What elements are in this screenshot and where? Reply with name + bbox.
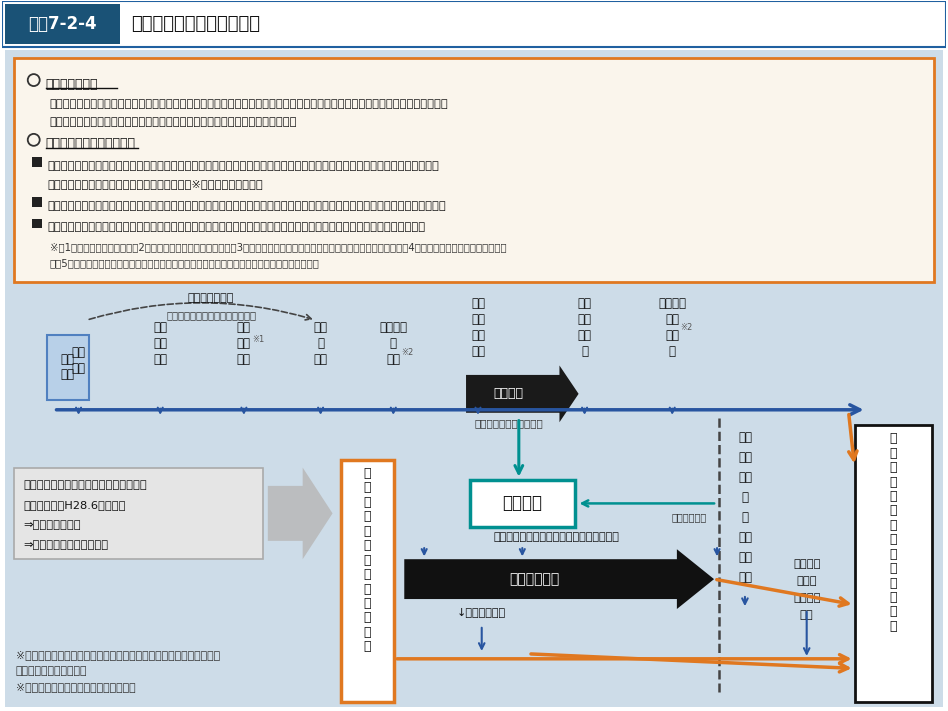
Text: ⇒医療事故の判断: ⇒医療事故の判断: [24, 520, 82, 530]
Text: 院内での死亡事例を遺漏なく把握できる: 院内での死亡事例を遺漏なく把握できる: [24, 481, 148, 491]
Text: 図表7-2-4: 図表7-2-4: [28, 16, 97, 33]
FancyBboxPatch shape: [2, 1, 946, 47]
Polygon shape: [267, 468, 333, 559]
Text: 止: 止: [889, 490, 897, 503]
Text: 及び: 及び: [738, 471, 752, 484]
Text: 支: 支: [364, 568, 372, 581]
Text: ※2: ※2: [681, 323, 692, 332]
Text: への: への: [738, 531, 752, 544]
Text: 再: 再: [889, 432, 897, 445]
Polygon shape: [466, 365, 578, 422]
Text: タ: タ: [364, 626, 372, 639]
Text: 発: 発: [889, 447, 897, 459]
FancyBboxPatch shape: [14, 58, 934, 282]
Text: 遺族
へ
説明: 遺族 へ 説明: [314, 321, 328, 366]
Text: 医療: 医療: [738, 431, 752, 444]
Text: の: の: [889, 461, 897, 474]
Text: 院内調査: 院内調査: [494, 387, 524, 400]
Text: 対象となる医療事故は、「医療機関に勤務する医療従事者が提供した医療に起因し、又は起因すると疑われる死亡又は死産であっ: 対象となる医療事故は、「医療機関に勤務する医療従事者が提供した医療に起因し、又は…: [49, 99, 448, 109]
FancyBboxPatch shape: [31, 157, 42, 167]
Text: ※1: ※1: [252, 335, 264, 344]
Text: 医療
事故
調査
開始: 医療 事故 調査 開始: [471, 297, 485, 358]
Text: 医療事故調査制度の仕組み: 医療事故調査制度の仕組み: [132, 16, 261, 33]
Text: 医療
機関: 医療 機関: [71, 346, 85, 375]
Text: 防: 防: [889, 476, 897, 488]
Text: 故: 故: [364, 510, 372, 523]
FancyBboxPatch shape: [854, 424, 932, 702]
Text: 収集した: 収集した: [793, 559, 820, 570]
Text: （業務委託）: （業務委託）: [671, 513, 707, 523]
FancyBboxPatch shape: [31, 218, 42, 228]
Text: て、当該医療機関の管理者がその死亡又は死産を予期しなかったもの」である。: て、当該医療機関の管理者がその死亡又は死産を予期しなかったもの」である。: [49, 117, 297, 127]
Text: 情報の: 情報の: [796, 576, 817, 586]
Text: 対象となる医療事故が発生した場合、医療機関は、遺族への説明、第三者機関へ報告、必要な調査の実施、調査結果について遺: 対象となる医療事故が発生した場合、医療機関は、遺族への説明、第三者機関へ報告、必…: [47, 161, 440, 171]
Text: センターは、医療機関が行った調査結果の報告に係る整理・分析を行い、医療事故の再発の防止に関する普及啓発を行う。: センターは、医療機関が行った調査結果の報告に係る整理・分析を行い、医療事故の再発…: [47, 223, 426, 232]
Text: す: す: [889, 533, 897, 546]
Text: ・: ・: [364, 554, 372, 567]
Text: 体制を確保（H28.6見直し）: 体制を確保（H28.6見直し）: [24, 501, 126, 510]
FancyArrowPatch shape: [89, 303, 311, 320]
FancyBboxPatch shape: [5, 4, 120, 44]
Text: 機関: 機関: [738, 451, 752, 464]
Text: 啓: 啓: [889, 591, 897, 604]
Text: 普: 普: [889, 562, 897, 575]
Text: 医療機関又は遺族から調査の依頼があったものについて、センターが調査を行い、その結果を医療機関及び遺族への報告を行う。: 医療機関又は遺族から調査の依頼があったものについて、センターが調査を行い、その結…: [47, 201, 447, 210]
Text: 遺族等への説明: 遺族等への説明: [188, 293, 234, 303]
Text: 医: 医: [364, 467, 372, 480]
Text: 医療
事故
判断: 医療 事故 判断: [237, 321, 251, 366]
Text: 整理及び: 整理及び: [793, 593, 820, 603]
Text: ※１　管理者が判断する上での医療事故調査・支援センター又は支援: ※１ 管理者が判断する上での医療事故調査・支援センター又は支援: [16, 650, 220, 660]
Text: ↓結果報告受付: ↓結果報告受付: [457, 608, 506, 618]
Text: 療: 療: [364, 481, 372, 494]
FancyBboxPatch shape: [470, 479, 574, 528]
Text: ー: ー: [364, 641, 372, 653]
Text: ⇒事例に対する適切な対応: ⇒事例に対する適切な対応: [24, 540, 109, 550]
Text: （制度の外で一般的に行う説明）: （制度の外で一般的に行う説明）: [166, 310, 256, 320]
Text: 支援団体: 支援団体: [502, 494, 542, 513]
FancyBboxPatch shape: [46, 335, 88, 400]
Text: 族への説明及び医療事故調査・支援センター（※）への報告を行う。: 族への説明及び医療事故調査・支援センター（※）への報告を行う。: [47, 178, 264, 188]
Text: 援: 援: [364, 582, 372, 596]
Text: セ: セ: [364, 597, 372, 610]
Text: る: る: [889, 547, 897, 561]
Text: センター
へ結
果報
告: センター へ結 果報 告: [658, 297, 686, 358]
Text: 査: 査: [364, 539, 372, 552]
Text: ※（1）医療機関への支援、（2）院内調査結果の整理・分析、（3）遺族又は医療機関からの求めに応じて行う調査の実施、（4）再発の防止に関する普及啓発、: ※（1）医療機関への支援、（2）院内調査結果の整理・分析、（3）遺族又は医療機関…: [49, 242, 506, 252]
Text: 結果: 結果: [738, 551, 752, 564]
Polygon shape: [404, 549, 714, 609]
Text: ※２　「医療事故調査・支援センター」: ※２ 「医療事故調査・支援センター」: [16, 682, 136, 692]
Text: 本制度における調査の流れ: 本制度における調査の流れ: [46, 137, 136, 150]
Text: 発: 発: [889, 606, 897, 619]
Text: 医療事故の定義: 医療事故の定義: [46, 77, 99, 90]
Text: 医療機関又は遺族からの依頼があった場合: 医療機関又は遺族からの依頼があった場合: [494, 533, 620, 542]
FancyBboxPatch shape: [14, 468, 263, 559]
Text: 事: 事: [364, 496, 372, 509]
Text: （必要な支援を求める）: （必要な支援を求める）: [474, 418, 543, 428]
Text: に: に: [889, 504, 897, 518]
Text: 報告: 報告: [738, 571, 752, 584]
Text: 死亡
事例
発生: 死亡 事例 発生: [154, 321, 167, 366]
FancyBboxPatch shape: [340, 459, 394, 702]
Text: 遺族
へ結
果説
明: 遺族 へ結 果説 明: [577, 297, 592, 358]
Text: 団体へ相談が可能: 団体へ相談が可能: [16, 665, 87, 675]
Text: 医療
機関: 医療 機関: [61, 353, 75, 382]
Text: 等: 等: [889, 620, 897, 633]
Text: 調: 調: [364, 525, 372, 538]
Text: センター調査: センター調査: [509, 572, 559, 586]
FancyBboxPatch shape: [5, 50, 943, 707]
FancyBboxPatch shape: [31, 197, 42, 207]
Text: ン: ン: [364, 611, 372, 624]
Text: 遺: 遺: [741, 491, 748, 504]
Text: ※2: ※2: [401, 348, 413, 357]
Text: （5）医療事故に係る調査に携わる者への研修等を適切かつ確実に行う新たな民間組織を指定。: （5）医療事故に係る調査に携わる者への研修等を適切かつ確実に行う新たな民間組織を…: [49, 258, 319, 268]
Text: 分析: 分析: [800, 610, 813, 620]
Text: 族: 族: [741, 511, 748, 524]
Text: 関: 関: [889, 519, 897, 532]
Text: 及: 及: [889, 577, 897, 589]
Text: センター
へ
報告: センター へ 報告: [379, 321, 408, 366]
